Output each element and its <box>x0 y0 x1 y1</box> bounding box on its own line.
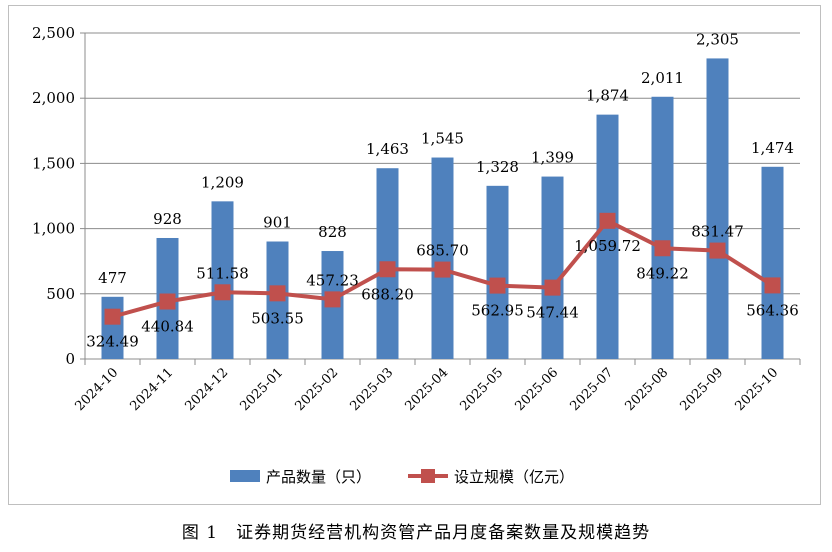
bar-data-label: 2,305 <box>696 30 739 48</box>
bar <box>706 58 729 359</box>
x-tick-label: 2025-10 <box>733 365 782 414</box>
bar-data-label: 1,545 <box>421 130 464 148</box>
y-tick-label: 2,000 <box>32 89 75 107</box>
line-marker <box>654 240 671 257</box>
y-tick-label: 500 <box>46 285 75 303</box>
x-tick-label: 2025-08 <box>623 365 672 414</box>
line-marker <box>324 291 341 308</box>
x-tick-label: 2024-12 <box>183 365 232 414</box>
line-marker <box>599 212 616 229</box>
bar-data-label: 1,874 <box>586 87 629 105</box>
bar-data-label: 477 <box>98 269 127 287</box>
bar-data-label: 1,209 <box>201 173 244 191</box>
line-data-label: 1,059.72 <box>574 237 641 255</box>
line-data-label: 685.70 <box>416 242 469 260</box>
x-tick-label: 2025-05 <box>458 365 507 414</box>
chart-frame <box>8 5 821 505</box>
x-tick-label: 2025-03 <box>348 365 397 414</box>
line-marker <box>214 284 231 301</box>
legend-line-marker <box>421 469 435 483</box>
y-tick-label: 2,500 <box>32 24 75 42</box>
bar-data-label: 928 <box>153 210 182 228</box>
x-tick-label: 2025-09 <box>678 365 727 414</box>
line-marker <box>544 279 561 296</box>
line-marker <box>379 261 396 278</box>
x-tick-label: 2024-11 <box>128 365 177 414</box>
bar <box>431 157 454 359</box>
line-marker <box>489 277 506 294</box>
line-data-label: 547.44 <box>526 304 579 322</box>
bar-data-label: 1,328 <box>476 158 519 176</box>
line-data-label: 564.36 <box>746 301 799 319</box>
x-tick-label: 2025-01 <box>238 365 287 414</box>
x-tick-label: 2025-02 <box>293 365 342 414</box>
x-tick-label: 2025-04 <box>403 365 452 414</box>
y-tick-label: 1,500 <box>32 154 75 172</box>
bar-data-label: 2,011 <box>641 69 684 87</box>
figure-caption: 图 1 证券期货经营机构资管产品月度备案数量及规模趋势 <box>181 523 651 543</box>
line-marker <box>269 285 286 302</box>
bar <box>211 201 234 359</box>
line-marker <box>104 308 121 325</box>
legend-bar-label: 产品数量（只） <box>266 468 371 486</box>
line-data-label: 324.49 <box>86 333 139 351</box>
bar <box>596 114 619 359</box>
legend-line-label: 设立规模（亿元） <box>454 468 574 486</box>
y-tick-label: 0 <box>65 350 75 368</box>
line-marker <box>764 277 781 294</box>
legend-bar-swatch <box>230 470 260 482</box>
line-data-label: 831.47 <box>691 223 744 241</box>
bar-data-label: 1,399 <box>531 149 574 167</box>
bar <box>651 96 674 360</box>
line-data-label: 562.95 <box>471 302 524 320</box>
line-data-label: 440.84 <box>141 318 194 336</box>
line-data-label: 457.23 <box>306 271 359 289</box>
bar-data-label: 1,474 <box>751 139 794 157</box>
x-tick-label: 2024-10 <box>73 365 122 414</box>
line-data-label: 511.58 <box>196 264 249 282</box>
bar <box>541 176 564 359</box>
bar-data-label: 828 <box>318 223 347 241</box>
line-marker <box>709 242 726 259</box>
line-data-label: 688.20 <box>361 285 414 303</box>
line-marker <box>159 293 176 310</box>
bar <box>486 185 509 359</box>
line-data-label: 849.22 <box>636 264 689 282</box>
bar <box>761 166 784 359</box>
x-tick-label: 2025-07 <box>568 365 617 414</box>
line-data-label: 503.55 <box>251 309 304 327</box>
bar-data-label: 901 <box>263 214 292 232</box>
x-tick-label: 2025-06 <box>513 365 562 414</box>
line-marker <box>434 261 451 278</box>
y-tick-label: 1,000 <box>32 220 75 238</box>
bar-data-label: 1,463 <box>366 140 409 158</box>
